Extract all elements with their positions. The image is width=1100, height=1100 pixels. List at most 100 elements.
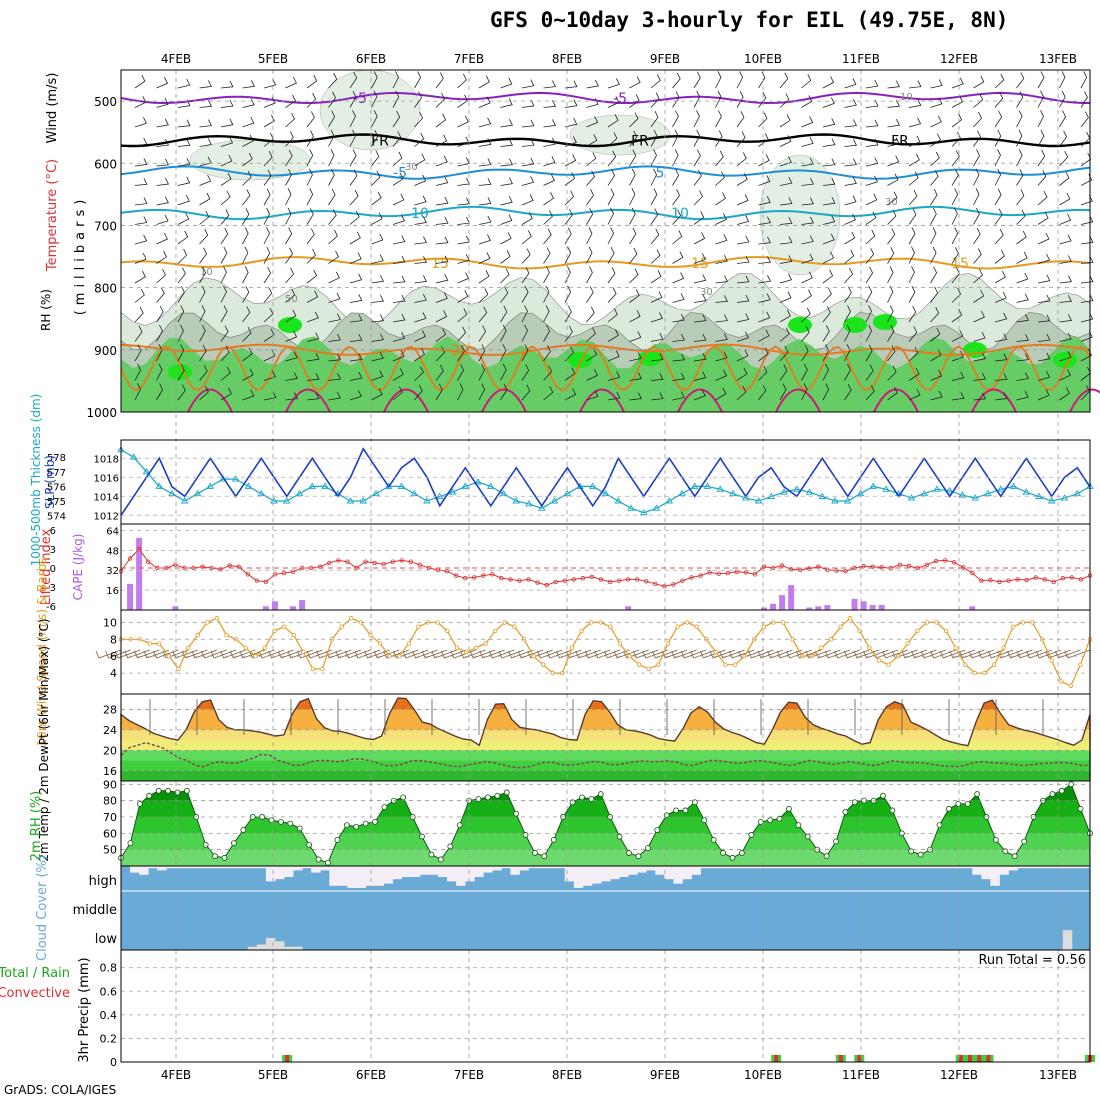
rh-tick-label: 80 <box>103 795 117 808</box>
wind-barb <box>177 230 189 245</box>
cloud-high-gap <box>691 866 701 875</box>
wind-barb <box>371 275 385 284</box>
wind-barb <box>865 324 873 342</box>
wind-barb <box>177 158 191 167</box>
wind10m-barb <box>191 649 218 659</box>
wind10m-barb <box>978 649 1004 659</box>
wind-barb <box>521 157 535 167</box>
wind-barb <box>844 98 857 108</box>
li-point <box>462 575 468 581</box>
wind-barb <box>435 292 448 303</box>
rh-point <box>682 807 689 814</box>
wind-barb <box>758 275 772 284</box>
thickness-point <box>346 497 355 504</box>
rh-point <box>842 809 849 815</box>
wind-barb <box>586 266 593 284</box>
thickness-point <box>729 489 737 497</box>
rh-point <box>1011 853 1018 860</box>
wind-barb <box>607 132 618 147</box>
wind-barb <box>328 209 337 225</box>
wind-barb <box>177 305 185 323</box>
wind-speed-point <box>339 624 344 629</box>
wind-barb <box>285 207 292 225</box>
wind-barb <box>349 314 363 323</box>
wind-barb <box>1059 213 1072 225</box>
wind-barb <box>371 233 384 245</box>
rh-point <box>146 792 153 799</box>
wind-barb <box>220 99 234 108</box>
li-point <box>508 577 513 582</box>
li-point <box>417 562 423 568</box>
wind-barb <box>629 130 638 147</box>
li-tick-label: 6 <box>50 526 56 537</box>
date-label-bottom: 7FEB <box>454 1068 484 1082</box>
thickness-point <box>410 489 419 497</box>
wind10m-barb <box>1064 649 1091 659</box>
li-point <box>145 559 151 564</box>
li-point <box>997 579 1002 585</box>
cloud-high-gap <box>356 866 366 888</box>
wind-barb <box>758 256 772 264</box>
wind-barb <box>543 325 551 342</box>
cloud-high-gap <box>610 866 620 880</box>
wind-barb <box>865 138 879 147</box>
wind-barb <box>758 91 767 108</box>
cloud-high-gap <box>890 866 901 869</box>
li-point <box>580 575 586 581</box>
li-tick-label: -6 <box>46 602 56 613</box>
wind-barb <box>629 310 641 323</box>
cloud-high-gap <box>437 866 448 877</box>
thickness-point <box>920 489 929 497</box>
wind-barb <box>973 75 985 89</box>
rh-point <box>776 815 783 822</box>
wind-barb <box>1080 256 1094 264</box>
wind-barb <box>1016 230 1027 245</box>
wind10m-barb <box>181 649 208 659</box>
wind-speed-point <box>406 641 412 646</box>
wind-barb <box>994 312 1008 323</box>
wind10m-barb <box>373 649 400 659</box>
thickness-point <box>423 497 431 504</box>
wind-barb <box>715 314 729 323</box>
wind-barb <box>392 350 405 362</box>
temp-tick-label: 16 <box>103 765 117 778</box>
precip-convective-bar <box>958 1054 963 1062</box>
cloud-high-gap <box>465 866 475 882</box>
wind-speed-point <box>838 624 843 629</box>
wind10m-barb <box>469 649 496 659</box>
wind-barb <box>779 217 793 225</box>
wind-barb <box>156 138 170 147</box>
thickness-point <box>869 482 878 489</box>
wind-barb <box>457 345 465 362</box>
wind-barb <box>930 227 937 245</box>
wind-barb <box>779 176 793 186</box>
wind-barb <box>844 267 853 284</box>
wind-barb <box>865 119 879 128</box>
panel-1-frame <box>120 69 1091 413</box>
thickness-point <box>142 467 151 475</box>
cloud-high-gap <box>872 866 883 869</box>
rh-point <box>833 838 839 845</box>
wind-barb <box>306 290 319 303</box>
li-point <box>707 570 712 575</box>
cloud-high-gap <box>510 866 520 875</box>
cloud-high-gap <box>184 866 194 869</box>
wind10m-barb <box>335 649 361 659</box>
wind-barb <box>693 211 705 225</box>
wind-barb <box>435 328 447 342</box>
wind-barb <box>930 170 939 186</box>
li-point <box>490 572 495 577</box>
wind-barb <box>500 324 507 342</box>
cape-bar <box>788 585 795 610</box>
wind-speed-point <box>953 645 958 650</box>
wind-barb <box>801 344 809 362</box>
wind-barb <box>543 156 556 167</box>
wind-barb <box>908 227 916 245</box>
wind-barb <box>435 255 449 264</box>
li-point <box>281 570 287 576</box>
wind-barb <box>672 353 686 362</box>
wind-barb <box>285 372 298 381</box>
wind-barb <box>414 348 426 362</box>
wind-barb <box>865 266 874 284</box>
wind-barb <box>758 196 771 206</box>
